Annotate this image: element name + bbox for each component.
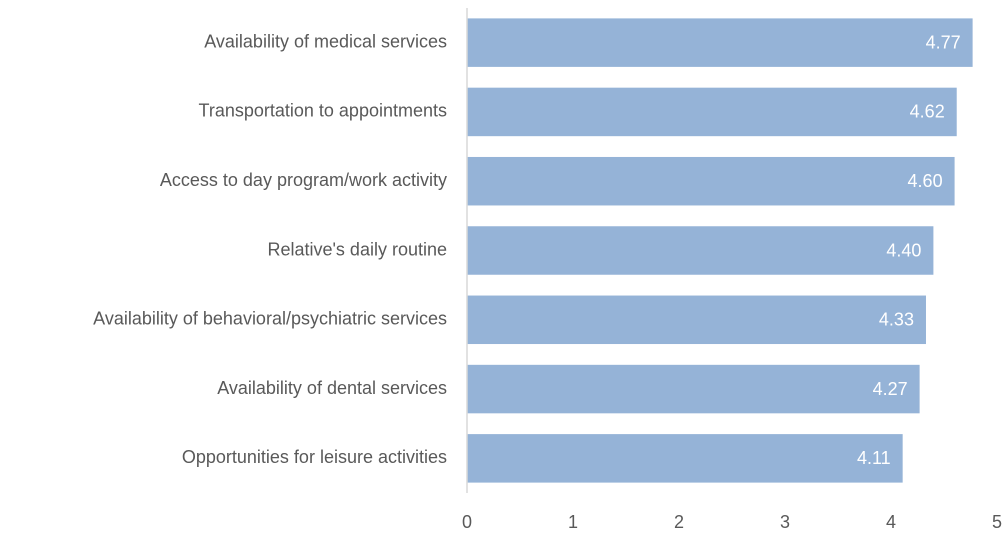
x-tick-label: 1 [568, 512, 578, 532]
data-label: 4.40 [886, 240, 921, 260]
data-label: 4.11 [857, 448, 891, 468]
x-tick-label: 3 [780, 512, 790, 532]
bar [467, 295, 926, 345]
data-label: 4.60 [908, 171, 943, 191]
x-tick-label: 2 [674, 512, 684, 532]
data-label: 4.62 [910, 102, 945, 122]
bar [467, 18, 973, 67]
y-tick-label: Availability of behavioral/psychiatric s… [93, 309, 447, 329]
bar [467, 226, 934, 275]
data-label: 4.27 [873, 379, 908, 399]
x-tick-label: 4 [886, 512, 896, 532]
bar [467, 364, 920, 414]
data-label: 4.77 [926, 32, 961, 52]
bar [467, 156, 955, 206]
bar [467, 434, 903, 483]
y-tick-label: Opportunities for leisure activities [182, 447, 447, 467]
y-tick-label: Availability of dental services [217, 378, 447, 398]
y-tick-label: Access to day program/work activity [160, 170, 447, 190]
x-tick-label: 0 [462, 512, 472, 532]
y-tick-label: Availability of medical services [204, 31, 447, 51]
data-label: 4.33 [879, 310, 914, 330]
bar [467, 87, 957, 137]
x-tick-label: 5 [992, 512, 1002, 532]
y-tick-label: Relative's daily routine [267, 239, 447, 259]
y-tick-label: Transportation to appointments [199, 101, 447, 121]
